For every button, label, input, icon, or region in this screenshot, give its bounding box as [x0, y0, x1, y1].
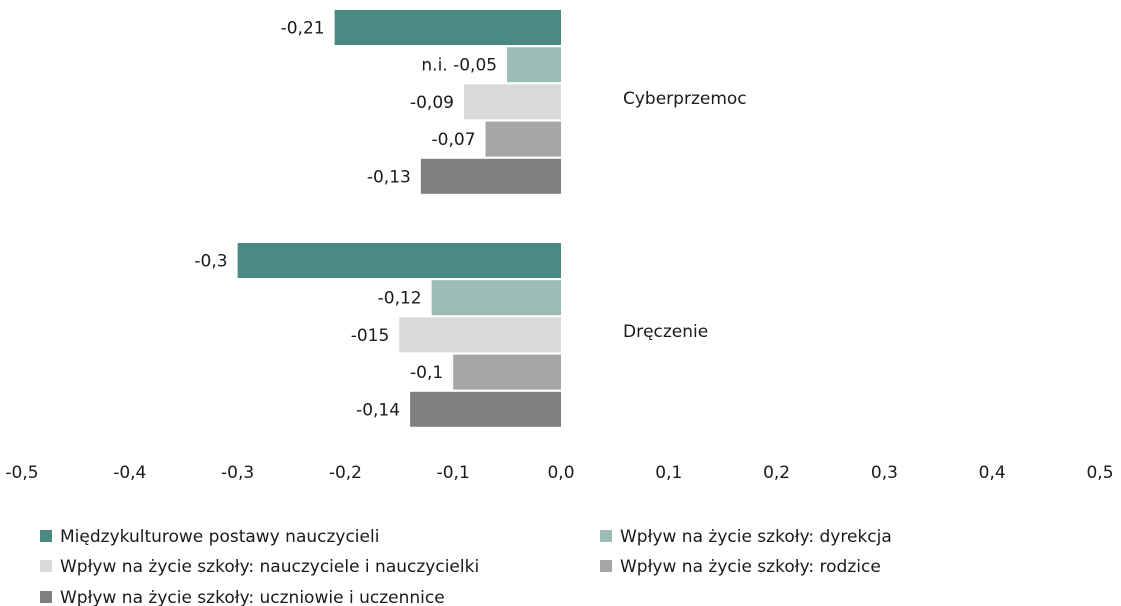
x-tick-label: 0,5	[1086, 463, 1113, 483]
legend-label: Wpływ na życie szkoły: rodzice	[620, 557, 881, 577]
data-label: -015	[351, 326, 390, 346]
data-label: -0,07	[432, 130, 476, 150]
category-label: Dręczenie	[623, 322, 708, 342]
legend-label: Wpływ na życie szkoły: nauczyciele i nau…	[60, 557, 479, 577]
x-tick-label: 0,1	[655, 463, 682, 483]
legend-swatch	[40, 591, 52, 603]
data-label: -0,3	[194, 252, 227, 272]
data-label: -0,12	[378, 289, 422, 309]
bar	[453, 354, 561, 390]
bar	[410, 391, 561, 427]
bar	[399, 317, 561, 353]
x-tick-label: -0,4	[113, 463, 146, 483]
bar	[507, 47, 561, 83]
x-tick-label: 0,2	[763, 463, 790, 483]
legend-swatch	[40, 530, 52, 542]
x-tick-label: 0,0	[547, 463, 574, 483]
bar	[334, 10, 561, 45]
category-label: Cyberprzemoc	[623, 89, 747, 109]
x-tick-label: 0,3	[871, 463, 898, 483]
legend-swatch	[40, 560, 52, 572]
legend-label: Międzykulturowe postawy nauczycieli	[60, 527, 379, 547]
legend-label: Wpływ na życie szkoły: dyrekcja	[620, 527, 892, 547]
x-tick-label: -0,3	[221, 463, 254, 483]
bar	[237, 243, 561, 278]
data-label: -0,14	[356, 400, 400, 420]
data-label: -0,09	[410, 93, 454, 113]
x-tick-label: -0,1	[437, 463, 470, 483]
bar	[420, 158, 561, 194]
data-label: -0,1	[410, 363, 443, 383]
x-tick-label: -0,2	[329, 463, 362, 483]
legend-swatch	[600, 530, 612, 542]
x-tick-label: -0,5	[5, 463, 38, 483]
bar	[431, 280, 561, 316]
data-label: -0,13	[367, 167, 411, 187]
data-label: -0,21	[281, 19, 325, 39]
data-label: n.i. -0,05	[421, 56, 497, 76]
x-tick-label: 0,4	[979, 463, 1006, 483]
legend-label: Wpływ na życie szkoły: uczniowie i uczen…	[60, 588, 445, 606]
bar	[485, 121, 561, 157]
legend-swatch	[600, 560, 612, 572]
bar	[463, 84, 561, 120]
